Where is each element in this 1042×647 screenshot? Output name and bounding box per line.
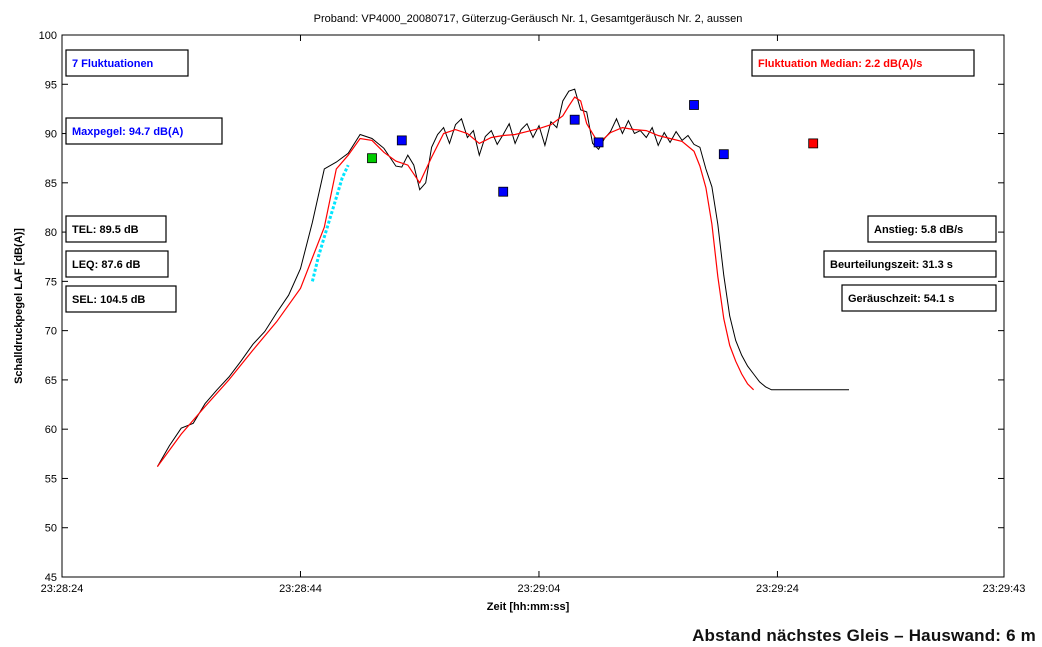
annotation-tel: TEL: 89.5 dB	[72, 224, 139, 236]
annotation-fluktuationen: 7 Fluktuationen	[72, 58, 154, 70]
marker-fluctuation	[718, 149, 729, 160]
x-tick-label: 23:29:43	[983, 583, 1026, 595]
annotation-beurteilungszeit: Beurteilungszeit: 31.3 s	[830, 259, 953, 271]
annotation-box-geraeuschzeit	[841, 284, 997, 312]
y-tick-label: 90	[45, 129, 57, 141]
annotation-geraeuschzeit: Geräuschzeit: 54.1 s	[848, 293, 954, 305]
annotation-box-beurteilungszeit	[823, 250, 997, 278]
annotation-box-anstieg	[867, 215, 997, 243]
series-line-rise	[310, 164, 350, 282]
marker-fluctuation	[689, 100, 699, 110]
y-tick-label: 55	[45, 473, 57, 485]
y-tick-label: 80	[45, 227, 57, 239]
y-tick-label: 85	[45, 178, 57, 190]
marker-fluctuation	[396, 135, 407, 146]
marker-fluctuation	[593, 137, 604, 148]
series-line-smoothed	[156, 96, 755, 467]
marker-start	[367, 153, 377, 164]
y-tick-label: 100	[39, 30, 57, 42]
marker-end	[808, 138, 819, 149]
annotation-box-sel	[65, 285, 177, 313]
footer-distance-note: Abstand nächstes Gleis – Hauswand: 6 m	[692, 626, 1036, 645]
marker-fluctuation	[498, 186, 509, 197]
data-lines	[156, 88, 849, 467]
x-tick-label: 23:28:44	[279, 583, 322, 595]
annotation-median: Fluktuation Median: 2.2 dB(A)/s	[758, 58, 922, 70]
x-tick-label: 23:29:04	[518, 583, 561, 595]
annotation-leq: LEQ: 87.6 dB	[72, 259, 141, 271]
y-tick-label: 95	[45, 79, 57, 91]
annotation-box-tel	[65, 215, 167, 243]
x-tick-label: 23:29:24	[756, 583, 799, 595]
chart: Proband: VP4000_20080717, Güterzug-Geräu…	[13, 13, 1026, 613]
axes: 45 50 55 60 65 70 75 80 85 90 95 100 23:28:24 23:28:4…	[39, 30, 1026, 595]
y-tick-label: 65	[45, 375, 57, 387]
marker-fluctuation	[569, 114, 580, 125]
y-axis-label: Schalldruckpegel LAF [dB(A)]	[13, 228, 25, 384]
y-tick-label: 75	[45, 276, 57, 288]
annotation-box-maxpegel	[65, 117, 223, 145]
annotation-box-median	[751, 49, 975, 77]
x-axis-label: Zeit [hh:mm:ss]	[487, 601, 570, 613]
annotation-box-fluktuationen	[65, 49, 189, 77]
annotation-anstieg: Anstieg: 5.8 dB/s	[874, 224, 963, 236]
y-tick-label: 70	[45, 326, 57, 338]
y-tick-label: 60	[45, 424, 57, 436]
chart-title: Proband: VP4000_20080717, Güterzug-Geräu…	[314, 13, 743, 25]
series-line-measured	[156, 88, 849, 467]
y-tick-label: 45	[45, 572, 57, 584]
y-tick-label: 50	[45, 523, 57, 535]
annotation-sel: SEL: 104.5 dB	[72, 294, 145, 306]
annotation-maxpegel: Maxpegel: 94.7 dB(A)	[72, 126, 184, 138]
annotation-box-leq	[65, 250, 169, 278]
data-markers	[367, 100, 819, 197]
annotations: 7 Fluktuationen Maxpegel: 94.7 dB(A) TEL: …	[65, 49, 997, 313]
x-tick-label: 23:28:24	[41, 583, 84, 595]
